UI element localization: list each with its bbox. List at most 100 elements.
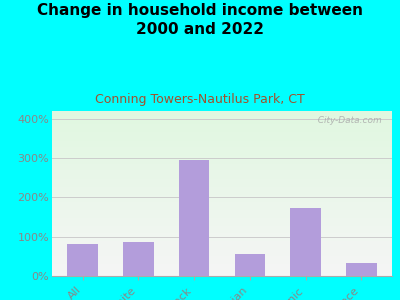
Bar xyxy=(52,111,392,112)
Bar xyxy=(52,164,392,165)
Bar xyxy=(52,116,392,118)
Bar xyxy=(52,266,392,268)
Bar xyxy=(52,137,392,139)
Bar xyxy=(52,131,392,132)
Bar xyxy=(52,154,392,155)
Bar xyxy=(52,185,392,187)
Bar xyxy=(52,250,392,251)
Bar xyxy=(52,244,392,246)
Bar xyxy=(52,200,392,202)
Text: Conning Towers-Nautilus Park, CT: Conning Towers-Nautilus Park, CT xyxy=(95,93,305,106)
Bar xyxy=(52,274,392,276)
Bar xyxy=(52,271,392,273)
Bar xyxy=(52,165,392,167)
Bar xyxy=(52,194,392,195)
Bar xyxy=(52,187,392,188)
Bar xyxy=(52,212,392,213)
Bar xyxy=(52,241,392,243)
Bar xyxy=(52,254,392,256)
Bar xyxy=(52,263,392,265)
Bar xyxy=(52,268,392,269)
Bar xyxy=(52,258,392,260)
Bar xyxy=(52,122,392,124)
Bar xyxy=(52,128,392,129)
Bar xyxy=(52,232,392,233)
Bar xyxy=(52,260,392,261)
Bar xyxy=(52,178,392,180)
Bar xyxy=(52,169,392,170)
Bar xyxy=(68,244,98,276)
Bar xyxy=(52,144,392,146)
Bar xyxy=(52,162,392,164)
Bar xyxy=(179,160,210,276)
Bar xyxy=(52,195,392,197)
Bar xyxy=(52,221,392,223)
Bar xyxy=(52,124,392,126)
Bar xyxy=(52,208,392,210)
Bar xyxy=(52,177,392,178)
Bar xyxy=(52,215,392,217)
Bar xyxy=(52,182,392,184)
Bar xyxy=(52,265,392,266)
Bar xyxy=(52,220,392,221)
Bar xyxy=(52,151,392,152)
Bar xyxy=(52,203,392,205)
Bar xyxy=(52,190,392,192)
Bar xyxy=(52,273,392,274)
Bar xyxy=(52,218,392,220)
Bar xyxy=(52,246,392,248)
Bar xyxy=(52,112,392,114)
Bar xyxy=(52,152,392,154)
Bar xyxy=(52,230,392,232)
Bar xyxy=(52,147,392,149)
Bar xyxy=(52,167,392,169)
Bar xyxy=(52,114,392,116)
Bar xyxy=(52,132,392,134)
Bar xyxy=(52,261,392,263)
Bar xyxy=(52,159,392,160)
Bar xyxy=(52,225,392,226)
Text: Change in household income between
2000 and 2022: Change in household income between 2000 … xyxy=(37,3,363,37)
Bar xyxy=(52,243,392,244)
Bar xyxy=(52,174,392,175)
Bar xyxy=(52,146,392,147)
Bar xyxy=(52,188,392,190)
Bar xyxy=(52,129,392,131)
Bar xyxy=(52,202,392,203)
Bar xyxy=(52,213,392,215)
Bar xyxy=(52,172,392,174)
Bar xyxy=(52,223,392,225)
Bar xyxy=(123,242,154,276)
Bar xyxy=(52,136,392,137)
Bar xyxy=(52,228,392,230)
Bar xyxy=(52,248,392,250)
Bar xyxy=(52,217,392,218)
Bar xyxy=(52,134,392,136)
Bar xyxy=(290,208,321,276)
Bar xyxy=(52,149,392,151)
Bar xyxy=(52,170,392,172)
Bar xyxy=(234,254,265,276)
Text: City-Data.com: City-Data.com xyxy=(312,116,382,125)
Bar xyxy=(52,175,392,177)
Bar xyxy=(52,126,392,127)
Bar xyxy=(52,160,392,162)
Bar xyxy=(52,184,392,185)
Bar xyxy=(52,235,392,236)
Bar xyxy=(52,236,392,238)
Bar xyxy=(52,192,392,194)
Bar xyxy=(52,199,392,200)
Bar xyxy=(52,118,392,119)
Bar xyxy=(52,269,392,271)
Bar xyxy=(52,121,392,122)
Bar xyxy=(52,226,392,228)
Bar xyxy=(52,142,392,144)
Bar xyxy=(52,240,392,241)
Bar xyxy=(52,210,392,212)
Bar xyxy=(52,180,392,182)
Bar xyxy=(52,139,392,141)
Bar xyxy=(52,253,392,254)
Bar xyxy=(52,251,392,253)
Bar xyxy=(346,263,376,276)
Bar xyxy=(52,207,392,208)
